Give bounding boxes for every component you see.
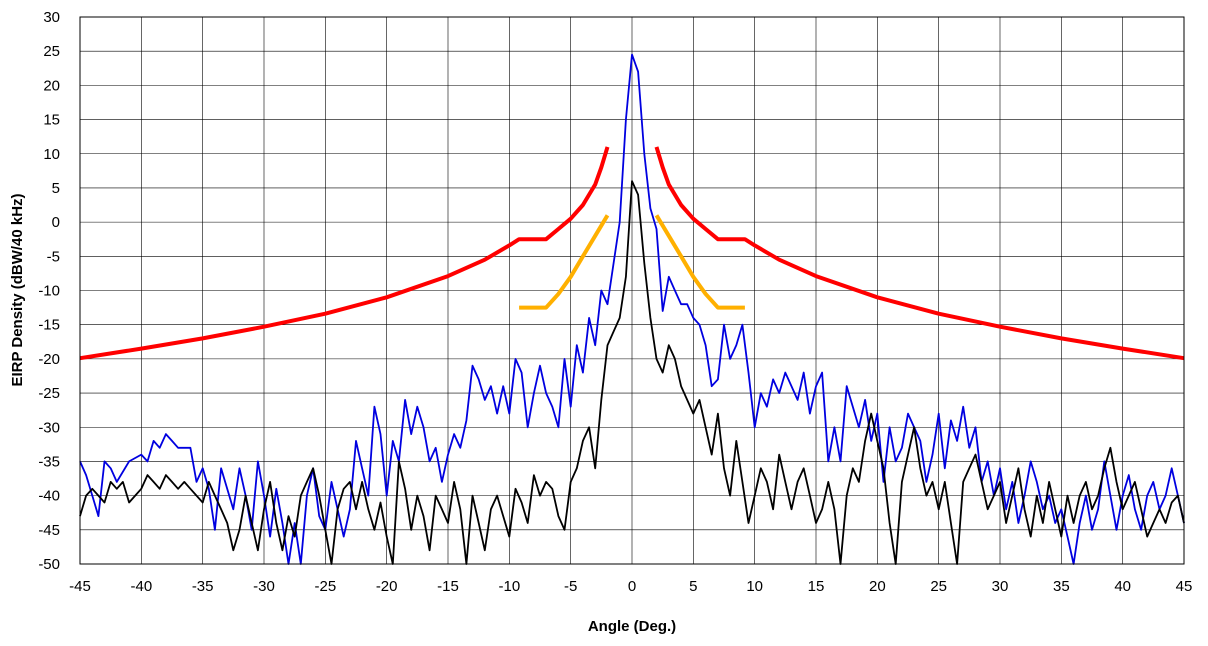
x-tick-label: 40 — [1114, 578, 1131, 595]
series-group — [79, 53, 1185, 565]
x-tick-label: 0 — [628, 578, 636, 595]
x-tick-label: 20 — [869, 578, 886, 595]
x-tick-label: -45 — [69, 578, 91, 595]
y-tick-label: 10 — [43, 146, 60, 163]
y-tick-label: 5 — [52, 180, 60, 197]
y-tick-label: -10 — [38, 283, 60, 300]
series-line-1-segment-1 — [654, 214, 745, 310]
y-tick-label: -35 — [38, 453, 60, 470]
x-tick-label: -20 — [376, 578, 398, 595]
x-tick-label: -5 — [564, 578, 577, 595]
x-tick-label: -10 — [498, 578, 520, 595]
x-tick-label: 5 — [689, 578, 697, 595]
x-tick-label: 10 — [746, 578, 763, 595]
series-line-0-segment-1 — [654, 146, 1185, 361]
y-tick-label: -45 — [38, 522, 60, 539]
y-tick-label: -25 — [38, 385, 60, 402]
x-tick-label: -15 — [437, 578, 459, 595]
y-tick-label: -40 — [38, 488, 60, 505]
y-tick-label: 15 — [43, 112, 60, 129]
x-tick-labels: -45 -40 -35 -30 -25 -20 -15 -10 -5 0 5 10 15 20 25 30 35… — [69, 578, 1192, 595]
y-tick-label: -20 — [38, 351, 60, 368]
y-tick-label: 25 — [43, 43, 60, 60]
y-tick-label: 20 — [43, 77, 60, 94]
x-axis-title: Angle (Deg.) — [588, 618, 676, 635]
y-tick-label: -30 — [38, 419, 60, 436]
x-tick-label: -25 — [314, 578, 336, 595]
series-line-3-segment-0 — [79, 180, 1185, 565]
series-line-1-segment-0 — [519, 214, 610, 310]
x-tick-label: 25 — [930, 578, 947, 595]
x-tick-label: -35 — [192, 578, 214, 595]
x-tick-label: -40 — [130, 578, 152, 595]
x-tick-label: -30 — [253, 578, 275, 595]
y-tick-labels: 30 25 20 15 10 5 0 -5 -10 -15 -20 -25 -30 -35 -40 -45 -5… — [38, 9, 60, 573]
y-tick-label: -50 — [38, 556, 60, 573]
y-tick-label: 30 — [43, 9, 60, 26]
x-tick-label: 45 — [1176, 578, 1193, 595]
x-tick-label: 15 — [808, 578, 825, 595]
y-axis-title: EIRP Density (dBW/40 kHz) — [9, 193, 26, 386]
x-tick-label: 30 — [992, 578, 1009, 595]
y-tick-label: 0 — [52, 214, 60, 231]
x-tick-label: 35 — [1053, 578, 1070, 595]
y-tick-label: -15 — [38, 317, 60, 334]
series-line-0-segment-0 — [79, 146, 610, 361]
plot-border — [79, 16, 1185, 565]
y-tick-label: -5 — [47, 248, 60, 265]
